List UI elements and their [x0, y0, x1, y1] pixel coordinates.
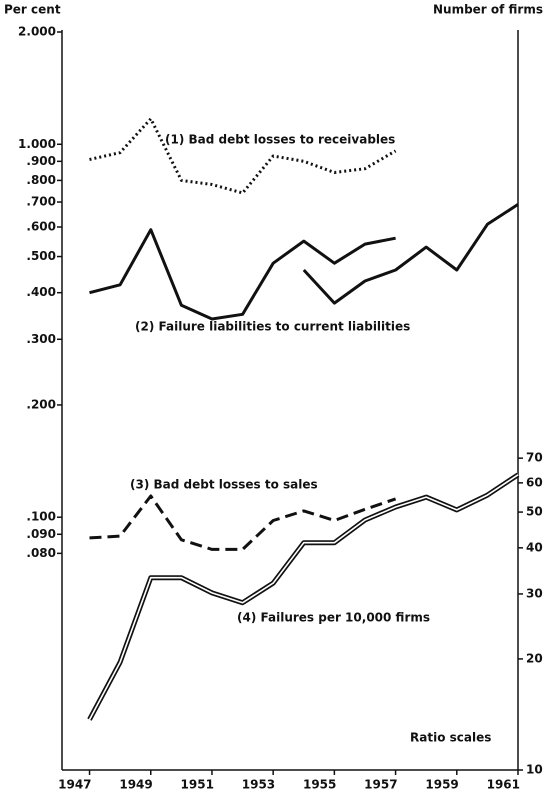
- y-tick-label: .600: [26, 220, 56, 234]
- x-tick-label: 1947: [58, 778, 91, 792]
- series-label: (2) Failure liabilities to current liabi…: [135, 320, 410, 334]
- y2-tick-label: 10: [526, 763, 543, 777]
- x-tick-label: 1959: [425, 778, 458, 792]
- series-line-inner: [88, 474, 519, 720]
- y2-tick-label: 40: [526, 540, 543, 554]
- y-tick-label: .700: [26, 195, 56, 209]
- series-line: [302, 203, 519, 305]
- x-tick-label: 1957: [364, 778, 397, 792]
- series-line: [89, 228, 396, 321]
- y-axis-label: Per cent: [4, 3, 61, 17]
- y2-tick-label: 50: [526, 505, 543, 519]
- y2-tick-label: 60: [526, 475, 543, 489]
- series-label: (1) Bad debt losses to receivables: [165, 133, 395, 147]
- x-tick-label: 1949: [119, 778, 152, 792]
- y-tick-label: 1.000: [18, 137, 56, 151]
- y-tick-label: .900: [26, 154, 56, 168]
- x-tick-label: 1953: [242, 778, 275, 792]
- y-tick-label: .800: [26, 173, 56, 187]
- x-tick-label: 1961: [487, 778, 520, 792]
- series-line: [89, 494, 397, 551]
- y-tick-label: .100: [26, 510, 56, 524]
- note: Ratio scales: [410, 731, 491, 745]
- series-line: [89, 117, 397, 195]
- y2-tick-label: 20: [526, 651, 543, 665]
- x-tick-label: 1951: [181, 778, 214, 792]
- series-label: (3) Bad debt losses to sales: [130, 478, 318, 492]
- y-tick-label: 2.000: [18, 25, 56, 39]
- series-label: (4) Failures per 10,000 firms: [237, 611, 430, 625]
- y-tick-label: .080: [26, 546, 56, 560]
- x-tick-label: 1955: [303, 778, 336, 792]
- y-tick-label: .500: [26, 249, 56, 263]
- y2-tick-label: 30: [526, 586, 543, 600]
- y-tick-label: .300: [26, 332, 56, 346]
- y2-axis-label: Number of firms: [433, 3, 543, 17]
- y-tick-label: .200: [26, 397, 56, 411]
- y-tick-label: .400: [26, 285, 56, 299]
- y-tick-label: .090: [26, 527, 56, 541]
- y2-tick-label: 70: [526, 451, 543, 465]
